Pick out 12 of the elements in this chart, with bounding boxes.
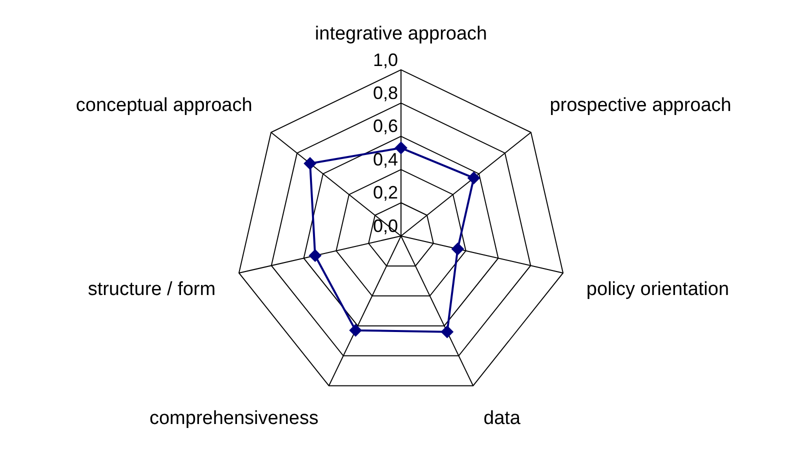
y-tick-label: 0,6: [372, 116, 398, 136]
spoke-label: data: [484, 408, 521, 429]
spoke-label: comprehensiveness: [149, 408, 318, 429]
spoke-label: prospective approach: [550, 95, 732, 116]
y-tick-label: 1,0: [372, 50, 398, 70]
spoke-label: structure / form: [88, 278, 216, 300]
y-tick-label: 0,4: [372, 149, 398, 170]
y-tick-label: 0,2: [372, 182, 398, 203]
spoke-label: conceptual approach: [76, 95, 252, 116]
spoke-label: integrative approach: [314, 24, 488, 45]
y-tick-label: 0,8: [372, 83, 398, 104]
spoke-label: policy orientation: [586, 278, 730, 300]
